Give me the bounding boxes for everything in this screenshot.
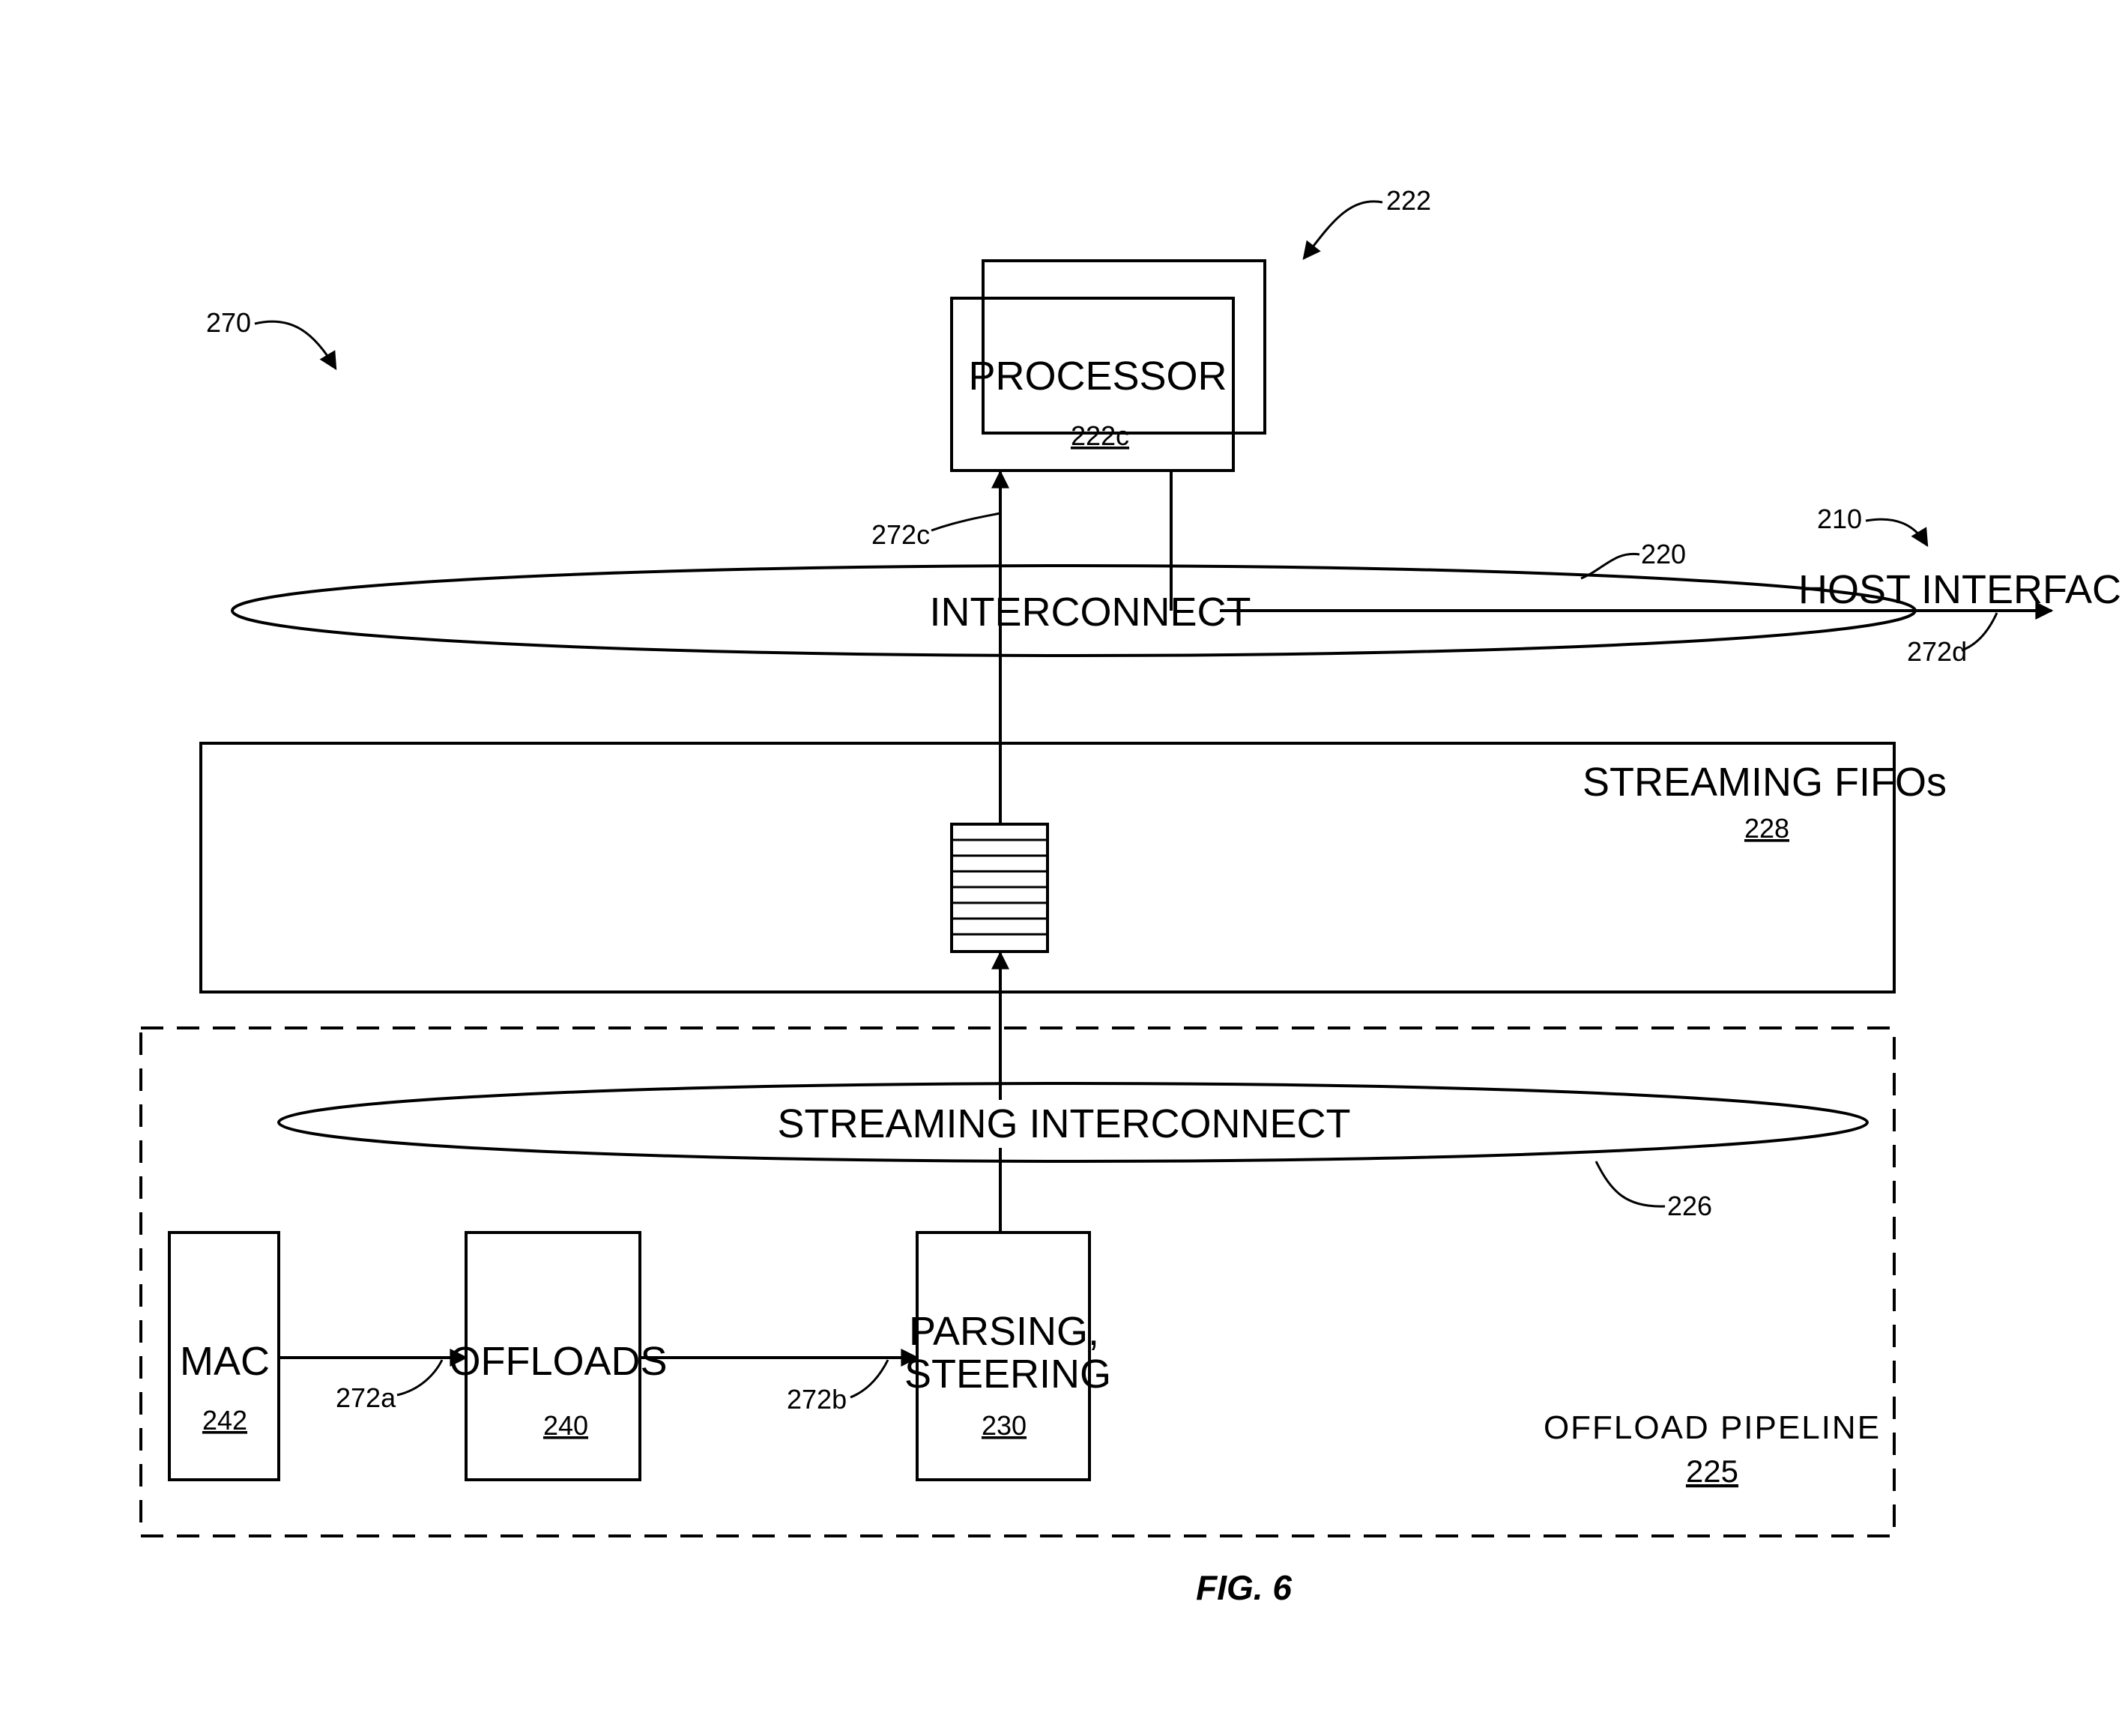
ref-272d-label: 272d (1907, 636, 1967, 667)
ref-272b-label: 272b (787, 1384, 847, 1415)
ref-272c-pointer (931, 513, 1000, 530)
processor-number: 222c (1071, 420, 1129, 451)
parsing-label-line2: STEERING (904, 1352, 1111, 1397)
offloads-label: OFFLOADS (449, 1339, 667, 1384)
ref-272a-label: 272a (336, 1382, 396, 1413)
offload-pipeline-number: 225 (1686, 1454, 1738, 1489)
ref-272b-pointer (850, 1360, 888, 1397)
ref-226-label: 226 (1667, 1191, 1712, 1221)
streaming-interconnect-label: STREAMING INTERCONNECT (777, 1101, 1350, 1146)
ref-272a-pointer (397, 1360, 442, 1395)
streaming-fifos-label: STREAMING FIFOs (1583, 760, 1947, 805)
ref-270-label: 270 (206, 307, 251, 338)
ref-270-pointer (255, 321, 336, 369)
host-interface-label: HOST INTERFACE (1798, 567, 2122, 612)
parsing-number: 230 (982, 1410, 1027, 1441)
ref-272c-label: 272c (871, 519, 930, 550)
interconnect-label: INTERCONNECT (930, 590, 1251, 635)
parsing-label-line1: PARSING, (909, 1309, 1099, 1354)
mac-number: 242 (202, 1405, 247, 1436)
ref-210-pointer (1866, 519, 1927, 545)
offload-pipeline-label: OFFLOAD PIPELINE (1544, 1409, 1881, 1446)
ref-226-pointer (1596, 1161, 1665, 1206)
mac-label: MAC (180, 1339, 270, 1384)
figure-caption: FIG. 6 (1196, 1568, 1292, 1607)
offloads-number: 240 (543, 1410, 588, 1441)
streaming-fifos-number: 228 (1744, 813, 1789, 844)
ref-210-label: 210 (1817, 503, 1862, 534)
processor-back-box (983, 261, 1265, 433)
ref-220-label: 220 (1641, 539, 1686, 569)
processor-label: PROCESSOR (968, 354, 1227, 399)
ref-222-pointer (1304, 202, 1382, 258)
fifo-queue-icon (952, 824, 1048, 952)
ref-222-label: 222 (1386, 185, 1431, 216)
